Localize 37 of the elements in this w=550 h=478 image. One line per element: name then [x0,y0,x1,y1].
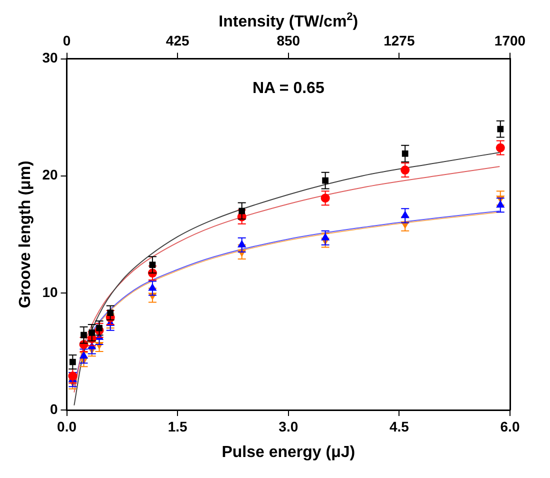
x-tick-label: 0.0 [57,418,77,434]
y-tick-label: 10 [42,284,58,300]
x-tick-label: 3.0 [278,418,298,434]
x2-tick-label: 425 [166,32,190,48]
x2-tick-label: 0 [62,32,71,48]
point [96,324,102,332]
x2-tick-label: 1275 [384,32,415,48]
point [320,232,330,240]
point [402,150,408,157]
x-tick-label: 1.5 [168,418,188,434]
point [496,200,505,208]
y-axis-title: Groove length (μm) [17,160,34,308]
point [400,166,410,175]
x2-tick-label: 850 [276,32,300,48]
y-tick-label: 30 [42,50,58,66]
x-tick-label: 4.5 [389,418,410,434]
x-tick-label: 6.0 [500,418,520,434]
point [320,194,330,203]
y-tick-label: 20 [42,166,58,183]
point [238,240,246,248]
point [107,310,114,316]
point [68,372,78,381]
point [80,332,87,338]
point [400,210,410,218]
point [148,283,157,291]
point [238,208,246,214]
point [497,126,504,132]
x-axis-title: Pulse energy (μJ) [222,444,356,461]
point [496,143,505,152]
point [70,358,76,366]
point [79,351,88,359]
x2-tick-label: 1700 [494,32,526,48]
y-tick-label: 0 [50,400,58,417]
annotation: NA = 0.65 [252,80,324,98]
point [322,177,329,184]
point [149,262,156,268]
point [88,330,96,336]
